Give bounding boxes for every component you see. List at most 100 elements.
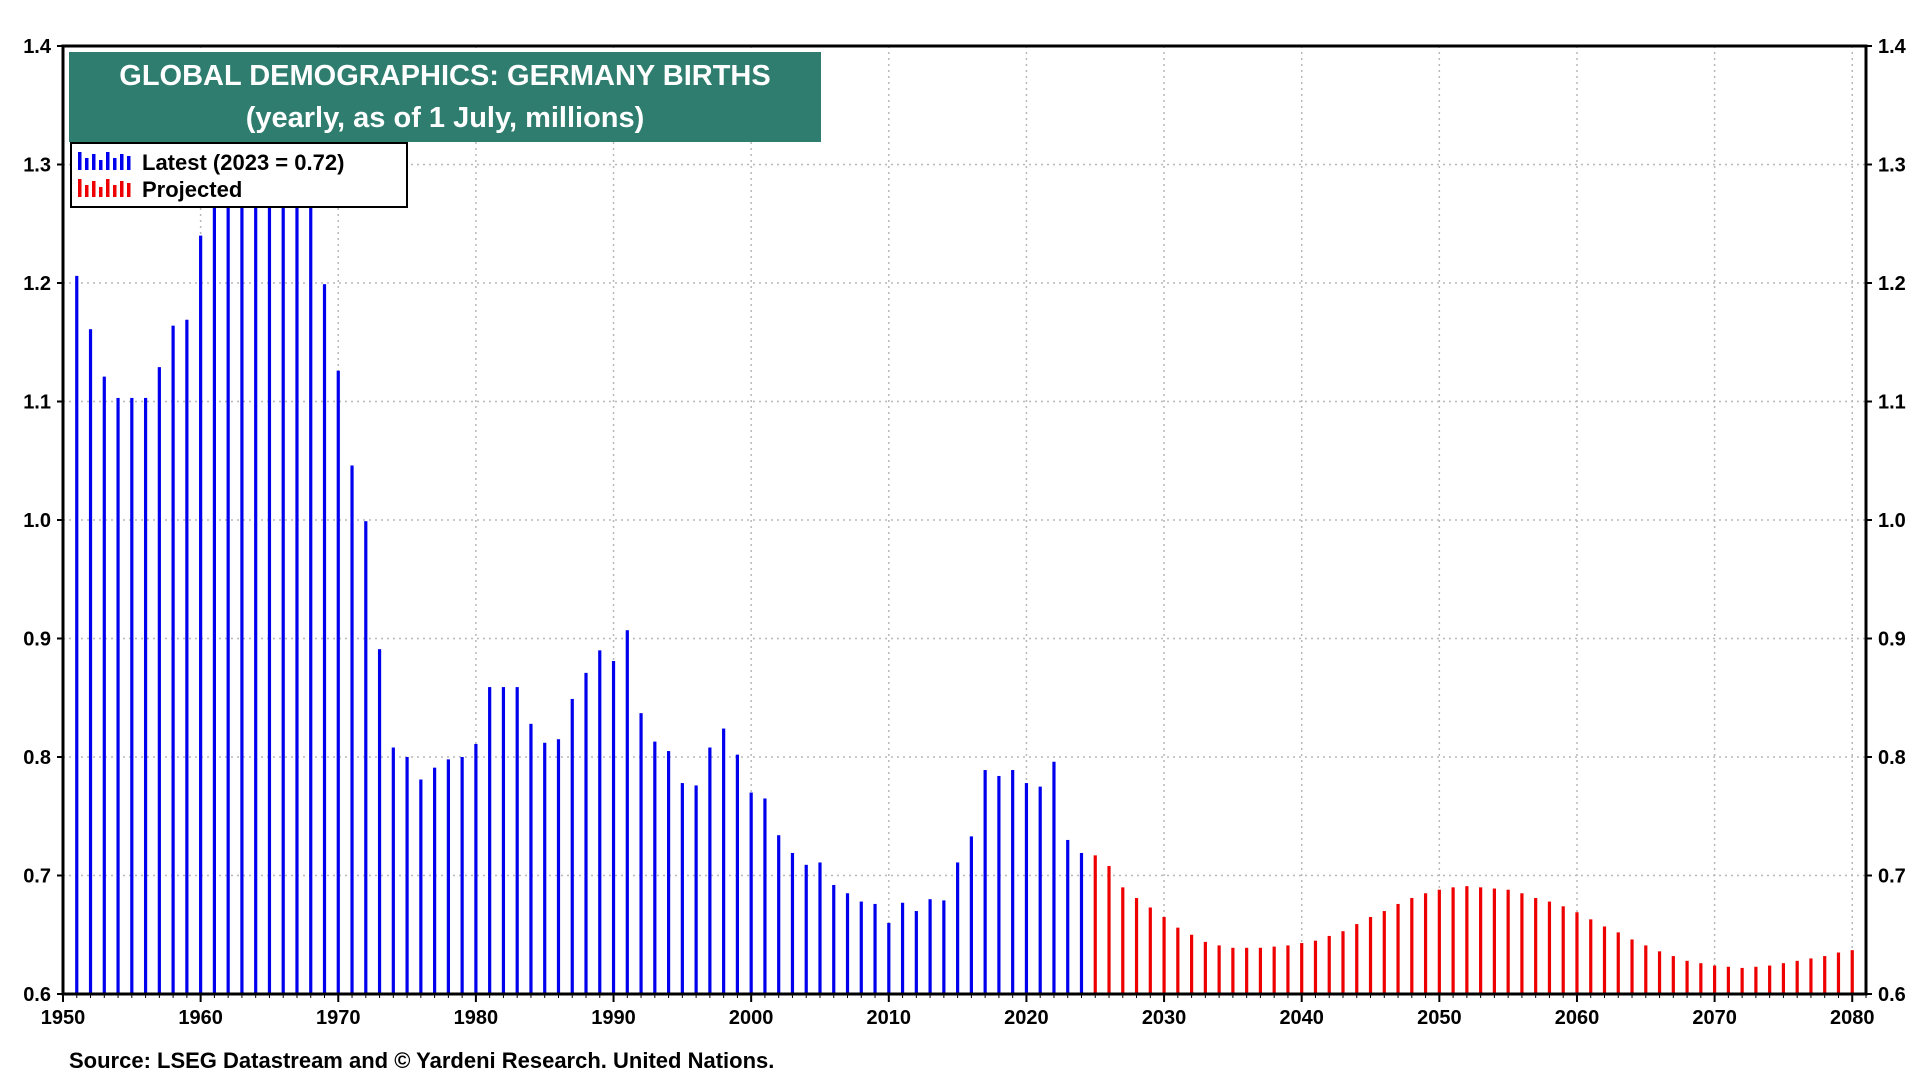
bar: [1121, 887, 1125, 994]
bar: [1189, 934, 1194, 994]
bar: [1451, 887, 1455, 994]
x-tick-label: 1960: [178, 1007, 223, 1029]
bar: [1671, 956, 1675, 994]
bar: [653, 741, 657, 994]
bar: [694, 785, 698, 994]
legend-swatch-bar: [92, 181, 96, 197]
bar: [1410, 898, 1414, 994]
bar: [1768, 965, 1772, 994]
legend-label-latest: Latest (2023 = 0.72): [142, 150, 344, 175]
bar: [1396, 903, 1400, 994]
legend-swatch-bar: [127, 156, 131, 170]
bar: [419, 779, 423, 994]
y-tick-label: 1.4: [23, 36, 52, 58]
bar: [240, 140, 244, 995]
bar: [1836, 952, 1841, 994]
bar: [515, 687, 519, 994]
bar: [1506, 889, 1510, 994]
bar: [708, 747, 712, 994]
bar: [1630, 939, 1634, 994]
bar: [1479, 887, 1483, 994]
y-tick-label: 0.9: [23, 629, 51, 651]
bar: [1217, 945, 1221, 994]
bar: [1685, 960, 1689, 994]
bar: [1492, 888, 1496, 994]
bar: [1245, 947, 1249, 994]
legend-label-projected: Projected: [142, 177, 242, 202]
bar: [887, 922, 891, 994]
grid: [63, 46, 1866, 994]
x-tick-label: 1990: [591, 1007, 636, 1029]
series-projected: [1093, 855, 1854, 994]
bar: [309, 176, 313, 995]
bar: [1368, 916, 1373, 994]
y-tick-label: 0.7: [23, 866, 51, 888]
bar: [1740, 967, 1744, 994]
bar: [501, 687, 506, 994]
bar: [1258, 947, 1263, 994]
legend-swatch-bar: [120, 154, 124, 170]
axes: 0.6 0.6 0.7 0.7 0.8 0.8 0.9 0.9 1.0 1.0 1.1 1.1 1.2 1…: [23, 36, 1906, 1029]
bar: [350, 465, 354, 994]
bar: [1437, 889, 1441, 994]
bar: [171, 325, 175, 994]
bar: [1616, 932, 1620, 994]
bar: [914, 911, 918, 994]
bar: [680, 783, 684, 994]
x-tick-label: 2040: [1279, 1007, 1324, 1029]
bar: [873, 903, 877, 994]
bar: [1823, 956, 1827, 994]
bar: [956, 862, 960, 994]
bar: [1176, 927, 1180, 994]
bar: [845, 893, 850, 994]
bar: [1699, 963, 1703, 994]
bar: [1781, 963, 1786, 994]
bar: [818, 862, 822, 994]
y-tick-label: 1.0: [23, 510, 51, 532]
y-tick-label-right: 0.9: [1878, 629, 1906, 651]
x-tick-label: 2020: [1004, 1007, 1049, 1029]
bar: [1066, 839, 1070, 994]
series-latest: [75, 140, 1084, 995]
y-tick-label-right: 1.3: [1878, 155, 1906, 177]
bar: [102, 376, 106, 994]
bar: [336, 370, 340, 994]
bar: [1561, 906, 1565, 994]
legend-swatch-bar: [127, 183, 131, 197]
y-tick-label-right: 0.8: [1878, 747, 1906, 769]
legend-swatch-bar: [120, 181, 124, 197]
bar: [543, 742, 547, 994]
bar: [1465, 886, 1469, 994]
bar: [226, 140, 230, 995]
bar: [1575, 912, 1579, 994]
bar: [143, 397, 148, 994]
bar: [433, 767, 437, 994]
bar: [1079, 852, 1084, 994]
bar: [1602, 926, 1607, 994]
y-tick-label: 1.3: [23, 155, 51, 177]
y-tick-label: 1.1: [23, 392, 51, 414]
title-box: GLOBAL DEMOGRAPHICS: GERMANY BIRTHS (yea…: [69, 52, 821, 142]
bar: [295, 176, 299, 995]
bar: [212, 164, 216, 994]
bar: [1272, 946, 1276, 994]
bar: [1520, 893, 1524, 994]
bar: [1313, 940, 1318, 994]
bar: [364, 521, 368, 994]
legend-swatch-projected: [78, 179, 131, 197]
bar: [1644, 945, 1648, 994]
bar: [281, 164, 285, 994]
bar: [1093, 855, 1097, 994]
bar: [1850, 950, 1854, 994]
bar: [1148, 907, 1152, 994]
bar: [598, 650, 602, 994]
bar: [584, 672, 588, 994]
bar: [460, 757, 464, 994]
bar: [199, 235, 203, 995]
bar: [1589, 919, 1593, 994]
bar: [1341, 931, 1345, 994]
bar: [1547, 901, 1552, 994]
bar: [1382, 911, 1386, 994]
bar: [859, 901, 863, 994]
